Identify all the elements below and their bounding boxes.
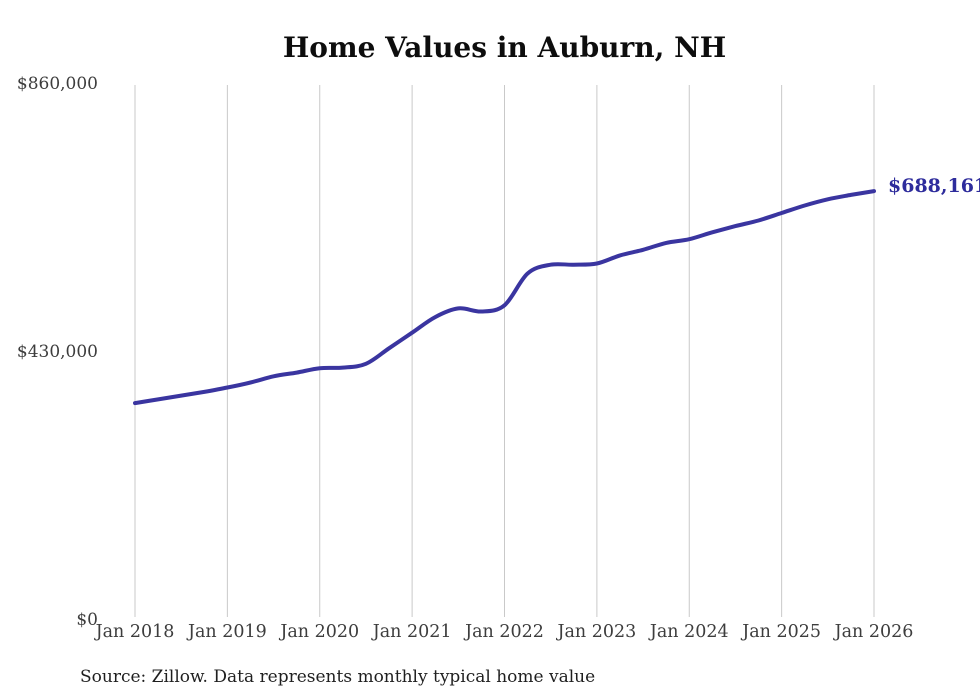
- end-value-label: $688,161: [888, 175, 980, 197]
- source-note: Source: Zillow. Data represents monthly …: [80, 667, 596, 687]
- home-value-line: [133, 189, 876, 406]
- x-tick-label: Jan 2019: [187, 622, 267, 642]
- x-tick-label: Jan 2026: [834, 622, 914, 642]
- x-tick-label: Jan 2018: [95, 622, 175, 642]
- x-tick-label: Jan 2022: [465, 622, 544, 642]
- y-tick-label: $0: [76, 610, 98, 630]
- y-tick-label: $860,000: [16, 74, 98, 94]
- chart-title: Home Values in Auburn, NH: [282, 31, 727, 64]
- y-tick-label: $430,000: [16, 342, 98, 362]
- x-tick-label: Jan 2020: [280, 622, 360, 642]
- x-tick-label: Jan 2021: [372, 622, 452, 642]
- x-tick-label: Jan 2023: [557, 622, 637, 642]
- x-tick-label: Jan 2024: [649, 622, 729, 642]
- x-tick-label: Jan 2025: [742, 622, 822, 642]
